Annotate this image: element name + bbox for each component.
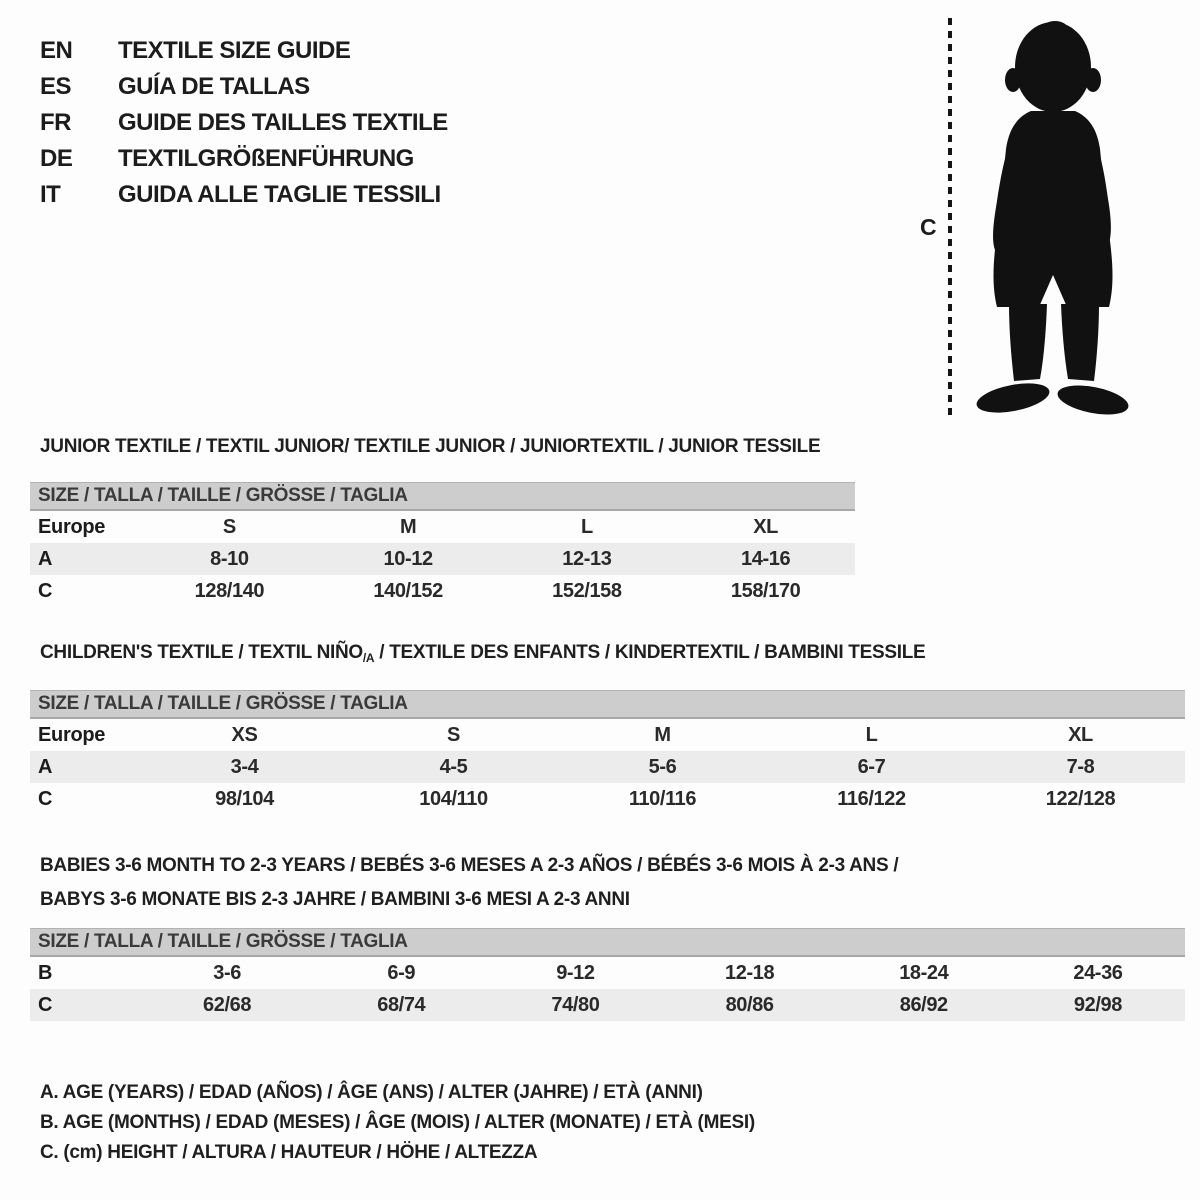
lang-title: TEXTILE SIZE GUIDE: [118, 37, 351, 64]
size-cell: S: [447, 723, 460, 746]
lang-code: ES: [40, 73, 72, 100]
row-label: C: [38, 993, 53, 1016]
baby-height-figure: C: [920, 12, 1155, 424]
lang-title: GUÍA DE TALLAS: [118, 73, 310, 100]
table-row-age-months: B 3-6 6-9 9-12 12-18 18-24 24-36: [30, 957, 1185, 989]
age-cell: 10-12: [383, 547, 434, 570]
baby-silhouette-icon: [976, 21, 1129, 415]
lang-row-en: EN TEXTILE SIZE GUIDE: [40, 33, 448, 69]
age-cell: 18-24: [899, 961, 949, 984]
row-label: A: [38, 755, 53, 778]
height-cell: 110/116: [628, 787, 697, 810]
age-cell: 24-36: [1073, 961, 1123, 984]
size-cell: XL: [753, 515, 778, 538]
age-cell: 9-12: [556, 961, 595, 984]
size-cell: XL: [1068, 723, 1093, 746]
lang-code: FR: [40, 109, 72, 136]
age-cell: 5-6: [648, 755, 677, 778]
size-cell: L: [865, 723, 878, 746]
height-cell: 140/152: [373, 579, 443, 602]
babies-heading-line1: BABIES 3-6 MONTH TO 2-3 YEARS / BEBÉS 3-…: [40, 855, 899, 876]
height-cell: 152/158: [552, 579, 622, 602]
table-row-height: C 128/140 140/152 152/158 158/170: [30, 575, 855, 607]
size-cell: L: [580, 515, 593, 538]
table-row-height: C 62/68 68/74 74/80 80/86 86/92 92/98: [30, 989, 1185, 1021]
age-cell: 3-6: [213, 961, 241, 984]
height-cell: 98/104: [215, 787, 274, 810]
table-row-europe: Europe S M L XL: [30, 511, 855, 543]
lang-title: GUIDE DES TAILLES TEXTILE: [118, 109, 448, 136]
table-row-europe: Europe XS S M L XL: [30, 719, 1185, 751]
lang-row-it: IT GUIDA ALLE TAGLIE TESSILI: [40, 177, 448, 213]
height-cell: 80/86: [725, 993, 774, 1016]
lang-code: IT: [40, 181, 61, 208]
age-cell: 6-9: [387, 961, 416, 984]
height-dotted-line: [948, 18, 952, 416]
children-section-heading: CHILDREN'S TEXTILE / TEXTIL NIÑO/A / TEX…: [40, 641, 926, 670]
row-label: C: [38, 787, 53, 810]
table-row-age: A 8-10 10-12 12-13 14-16: [30, 543, 855, 575]
babies-section-heading: BABIES 3-6 MONTH TO 2-3 YEARS / BEBÉS 3-…: [40, 849, 899, 917]
height-cell: 158/170: [730, 579, 801, 602]
height-cell: 122/128: [1045, 787, 1116, 810]
size-cell: M: [399, 515, 417, 538]
row-label: A: [38, 547, 53, 570]
footnote-height: C. (cm) HEIGHT / ALTURA / HAUTEUR / HÖHE…: [40, 1142, 538, 1163]
lang-title: GUIDA ALLE TAGLIE TESSILI: [118, 181, 441, 208]
row-label: Europe: [38, 723, 106, 746]
row-label: Europe: [38, 515, 106, 538]
age-cell: 12-13: [562, 547, 612, 570]
children-size-table: SIZE / TALLA / TAILLE / GRÖSSE / TAGLIA …: [30, 690, 1185, 815]
heading-text: / TEXTILE DES ENFANTS / KINDERTEXTIL / B…: [374, 642, 926, 663]
age-cell: 14-16: [741, 547, 791, 570]
height-cell: 128/140: [194, 579, 265, 602]
age-cell: 6-7: [857, 755, 886, 778]
heading-text: CHILDREN'S TEXTILE / TEXTIL NIÑO: [40, 642, 363, 663]
babies-size-table: SIZE / TALLA / TAILLE / GRÖSSE / TAGLIA …: [30, 928, 1185, 1021]
row-label: B: [38, 961, 53, 984]
junior-size-header-bar: SIZE / TALLA / TAILLE / GRÖSSE / TAGLIA: [30, 482, 855, 511]
age-cell: 12-18: [725, 961, 775, 984]
age-cell: 4-5: [439, 755, 468, 778]
size-cell: XS: [231, 723, 258, 746]
children-size-header-bar: SIZE / TALLA / TAILLE / GRÖSSE / TAGLIA: [30, 690, 1185, 719]
age-cell: 7-8: [1066, 755, 1095, 778]
babies-size-header-bar: SIZE / TALLA / TAILLE / GRÖSSE / TAGLIA: [30, 928, 1185, 957]
junior-section-heading: JUNIOR TEXTILE / TEXTIL JUNIOR/ TEXTILE …: [40, 436, 821, 457]
age-cell: 3-4: [230, 755, 259, 778]
height-measure-label: C: [920, 214, 937, 240]
size-cell: M: [654, 723, 671, 746]
lang-row-es: ES GUÍA DE TALLAS: [40, 69, 448, 105]
junior-size-table: SIZE / TALLA / TAILLE / GRÖSSE / TAGLIA …: [30, 482, 855, 607]
table-row-height: C 98/104 104/110 110/116 116/122 122/128: [30, 783, 1185, 815]
height-cell: 86/92: [899, 993, 948, 1016]
footnote-age-years: A. AGE (YEARS) / EDAD (AÑOS) / ÂGE (ANS)…: [40, 1082, 703, 1103]
height-cell: 74/80: [551, 993, 600, 1016]
height-cell: 104/110: [419, 787, 488, 810]
legend-footnotes: A. AGE (YEARS) / EDAD (AÑOS) / ÂGE (ANS)…: [40, 1078, 755, 1168]
lang-row-fr: FR GUIDE DES TAILLES TEXTILE: [40, 105, 448, 141]
heading-subscript: /A: [362, 651, 375, 665]
babies-heading-line2: BABYS 3-6 MONATE BIS 2-3 JAHRE / BAMBINI…: [40, 889, 630, 910]
table-row-age: A 3-4 4-5 5-6 6-7 7-8: [30, 751, 1185, 783]
height-cell: 116/122: [837, 787, 906, 810]
lang-code: EN: [40, 37, 73, 64]
height-cell: 62/68: [203, 993, 252, 1016]
lang-code: DE: [40, 145, 73, 172]
footnote-age-months: B. AGE (MONTHS) / EDAD (MESES) / ÂGE (MO…: [40, 1112, 755, 1133]
lang-row-de: DE TEXTILGRÖßENFÜHRUNG: [40, 141, 448, 177]
age-cell: 8-10: [210, 547, 249, 570]
lang-title: TEXTILGRÖßENFÜHRUNG: [118, 145, 414, 172]
language-header: EN TEXTILE SIZE GUIDE ES GUÍA DE TALLAS …: [40, 33, 448, 213]
height-cell: 92/98: [1073, 993, 1122, 1016]
size-cell: S: [222, 515, 236, 538]
height-cell: 68/74: [377, 993, 426, 1016]
row-label: C: [38, 579, 53, 602]
